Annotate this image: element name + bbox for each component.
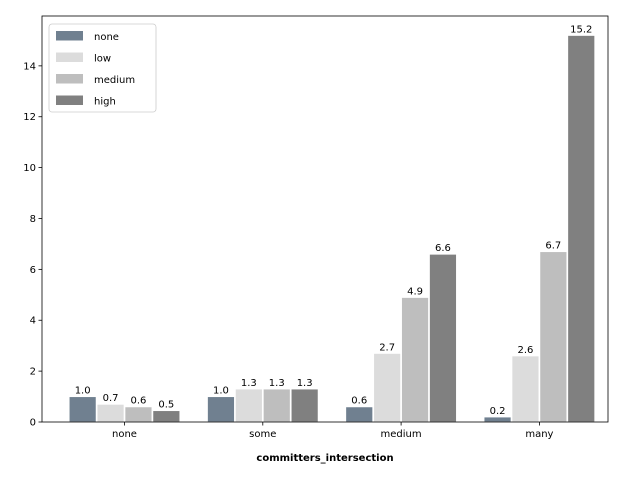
legend-swatch-high	[56, 95, 83, 105]
legend-box	[48, 23, 157, 113]
bars-group	[68, 34, 596, 423]
y-tick-label: 12	[23, 112, 36, 123]
y-tick-label: 0	[30, 418, 36, 429]
bar-label-low-medium: 2.7	[379, 342, 395, 353]
x-axis-title: committers_intersection	[256, 453, 393, 464]
bar-none-many	[483, 416, 512, 423]
bar-label-medium-some: 1.3	[269, 378, 285, 389]
bar-label-none-medium: 0.6	[351, 396, 367, 407]
bar-label-low-some: 1.3	[241, 378, 257, 389]
x-axis: none some medium many	[112, 422, 554, 440]
bar-labels-group: 1.0 0.7 0.6 0.5 1.0 1.3 1.3 1.3 0.6 2.7 4.9 6.6 0.2 2…	[75, 24, 593, 417]
legend-label-low: low	[94, 54, 111, 65]
legend-label-none: none	[94, 32, 119, 43]
bar-label-high-many: 15.2	[570, 24, 592, 35]
x-tick-label: many	[525, 429, 553, 440]
bar-label-none-none: 1.0	[75, 386, 91, 397]
x-tick-label: some	[249, 429, 276, 440]
legend-label-medium: medium	[94, 75, 135, 86]
bar-low-none	[96, 403, 125, 423]
y-tick-label: 4	[30, 316, 36, 327]
bar-low-many	[511, 355, 540, 423]
x-tick-label: medium	[381, 429, 422, 440]
bar-medium-some	[262, 388, 291, 423]
bar-label-none-some: 1.0	[213, 386, 229, 397]
bar-none-medium	[345, 406, 374, 423]
bar-high-none	[152, 410, 181, 423]
plot-frame	[41, 15, 609, 423]
bar-label-low-many: 2.6	[517, 345, 533, 356]
bar-high-some	[290, 388, 319, 423]
y-tick-label: 6	[30, 265, 36, 276]
y-tick-label: 8	[30, 214, 36, 225]
bar-label-medium-none: 0.6	[130, 396, 146, 407]
bar-label-none-many: 0.2	[490, 406, 506, 417]
bar-label-medium-medium: 4.9	[407, 286, 423, 297]
bar-label-high-medium: 6.6	[435, 243, 451, 254]
legend-swatch-low	[56, 52, 83, 62]
x-tick-label: none	[112, 429, 137, 440]
y-tick-label: 14	[23, 61, 36, 72]
bar-label-low-none: 0.7	[103, 393, 119, 404]
y-tick-label: 2	[30, 367, 36, 378]
bar-high-many	[567, 34, 596, 423]
legend: none low medium high	[48, 23, 157, 113]
bar-low-some	[234, 388, 263, 423]
y-tick-label: 10	[23, 163, 36, 174]
bar-medium-none	[124, 406, 153, 423]
bar-label-medium-many: 6.7	[545, 241, 561, 252]
y-axis: 0 2 4 6 8 10 12 14	[23, 61, 42, 429]
bar-label-high-some: 1.3	[297, 378, 313, 389]
legend-swatch-medium	[56, 74, 83, 84]
bar-medium-many	[539, 251, 568, 423]
legend-swatch-none	[56, 31, 83, 41]
legend-label-high: high	[94, 97, 116, 108]
bar-medium-medium	[400, 296, 430, 423]
bar-low-medium	[373, 352, 402, 423]
bar-none-none	[68, 396, 97, 423]
bar-none-some	[206, 396, 236, 423]
bar-label-high-none: 0.5	[158, 400, 174, 411]
bar-high-medium	[428, 253, 458, 423]
